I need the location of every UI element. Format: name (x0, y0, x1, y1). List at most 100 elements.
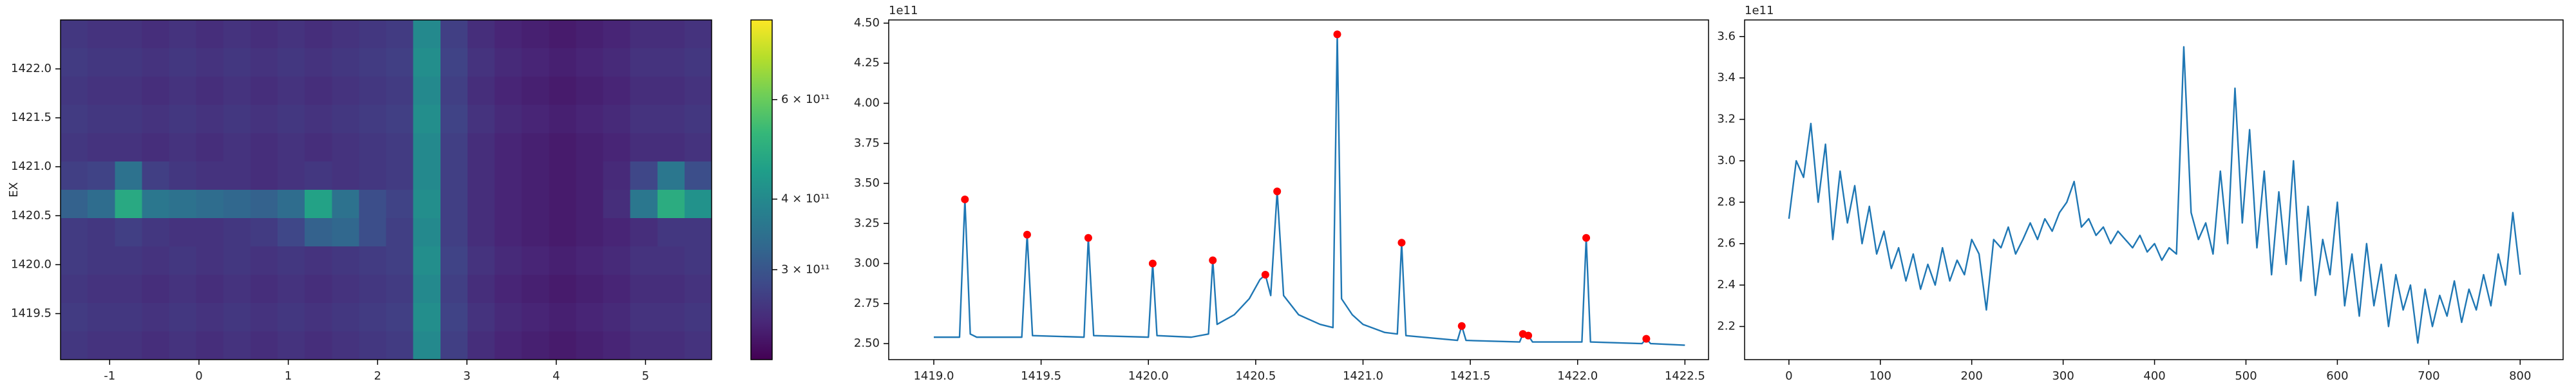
heatmap-cell (332, 20, 359, 49)
heatmap-cell (223, 133, 251, 162)
heatmap-cell (467, 161, 495, 190)
x-tick-label: 0 (195, 369, 202, 383)
heatmap-cell (359, 48, 387, 77)
heatmap-cell (495, 20, 522, 49)
heatmap-cell (115, 246, 142, 275)
y-tick-label: 1422.0 (11, 62, 52, 75)
heatmap-cell (223, 48, 251, 77)
heatmap-cell (440, 246, 468, 275)
peak-marker (1148, 259, 1157, 268)
heatmap-cell (386, 48, 414, 77)
heatmap-cell (522, 246, 549, 275)
heatmap-cell (657, 218, 685, 247)
heatmap-cell (495, 218, 522, 247)
heatmap-cell (467, 48, 495, 77)
x-tick-label: 1 (285, 369, 292, 383)
heatmap-cell (440, 48, 468, 77)
heatmap-cell (684, 105, 712, 134)
heatmap-cell (88, 218, 115, 247)
heatmap-cell (386, 161, 414, 190)
heatmap-cell (278, 275, 305, 304)
heatmap-cell (467, 105, 495, 134)
heatmap-cell (657, 77, 685, 106)
x-tick-label: 1420.0 (1128, 369, 1169, 383)
heatmap-cell (359, 218, 387, 247)
heatmap-cell (495, 48, 522, 77)
heatmap-cell (440, 275, 468, 304)
heatmap-cell (576, 246, 604, 275)
heatmap-cell (413, 48, 441, 77)
heatmap-cell (603, 48, 631, 77)
heatmap-cell (250, 20, 278, 49)
heatmap-cell (603, 105, 631, 134)
heatmap-cell (630, 77, 658, 106)
heatmap-cell (305, 48, 332, 77)
heatmap-cell (684, 161, 712, 190)
heatmap-cell (115, 105, 142, 134)
heatmap-cell (522, 133, 549, 162)
y-tick-label: 4.50 (854, 16, 880, 30)
heatmap-cell (576, 275, 604, 304)
y-tick-label: 2.6 (1717, 237, 1736, 250)
heatmap-cell (630, 303, 658, 332)
y-tick-label: 3.2 (1717, 113, 1736, 126)
peak-marker (1457, 322, 1466, 330)
heatmap-cell (250, 105, 278, 134)
heatmap-cell (549, 246, 576, 275)
x-tick-label: 200 (1961, 369, 1983, 383)
heatmap-cell (196, 161, 224, 190)
heatmap-cell (522, 161, 549, 190)
heatmap-cell (386, 331, 414, 360)
heatmap-cell (250, 190, 278, 219)
y-tick-label: 4.25 (854, 56, 880, 69)
peak-marker (1397, 239, 1406, 247)
x-tick-label: 0 (1785, 369, 1792, 383)
heatmap-cell (115, 303, 142, 332)
y-tick-label: 3.6 (1717, 30, 1736, 43)
x-tick-label: 500 (2235, 369, 2257, 383)
heatmap-cell (440, 303, 468, 332)
heatmap-cell (250, 161, 278, 190)
x-tick-label: 1419.0 (913, 369, 954, 383)
heatmap-cell (495, 190, 522, 219)
heatmap-cell (684, 190, 712, 219)
heatmap-cell (278, 190, 305, 219)
heatmap-cell (61, 20, 88, 49)
heatmap-cell (196, 331, 224, 360)
heatmap-cell (495, 105, 522, 134)
heatmap-cell (88, 77, 115, 106)
heatmap-cell (684, 246, 712, 275)
heatmap-cell (142, 275, 170, 304)
heatmap-cell (467, 77, 495, 106)
heatmap-cell (359, 20, 387, 49)
heatmap-cell (657, 331, 685, 360)
heatmap-cell (278, 48, 305, 77)
heatmap-cell (603, 20, 631, 49)
data-line (1788, 46, 2521, 344)
heatmap-cell (332, 275, 359, 304)
heatmap-cell (88, 133, 115, 162)
heatmap-cell (549, 48, 576, 77)
heatmap-cell (169, 133, 197, 162)
heatmap-cell (250, 133, 278, 162)
heatmap-cell (576, 218, 604, 247)
heatmap-cell (305, 190, 332, 219)
heatmap-cell (603, 275, 631, 304)
heatmap-cell (61, 161, 88, 190)
heatmap-cell (386, 218, 414, 247)
heatmap-cell (88, 161, 115, 190)
heatmap-cell (305, 77, 332, 106)
heatmap-cell (440, 77, 468, 106)
heatmap-cell (115, 218, 142, 247)
axes-frame (1744, 19, 2564, 360)
heatmap-cell (305, 20, 332, 49)
y-tick-label: 3.4 (1717, 71, 1736, 84)
heatmap-cell (142, 246, 170, 275)
x-tick-label: 1422.5 (1665, 369, 1705, 383)
heatmap-cell (169, 161, 197, 190)
heatmap-cell (88, 246, 115, 275)
heatmap-cell (88, 20, 115, 49)
y-tick-label: 3.50 (854, 176, 880, 190)
